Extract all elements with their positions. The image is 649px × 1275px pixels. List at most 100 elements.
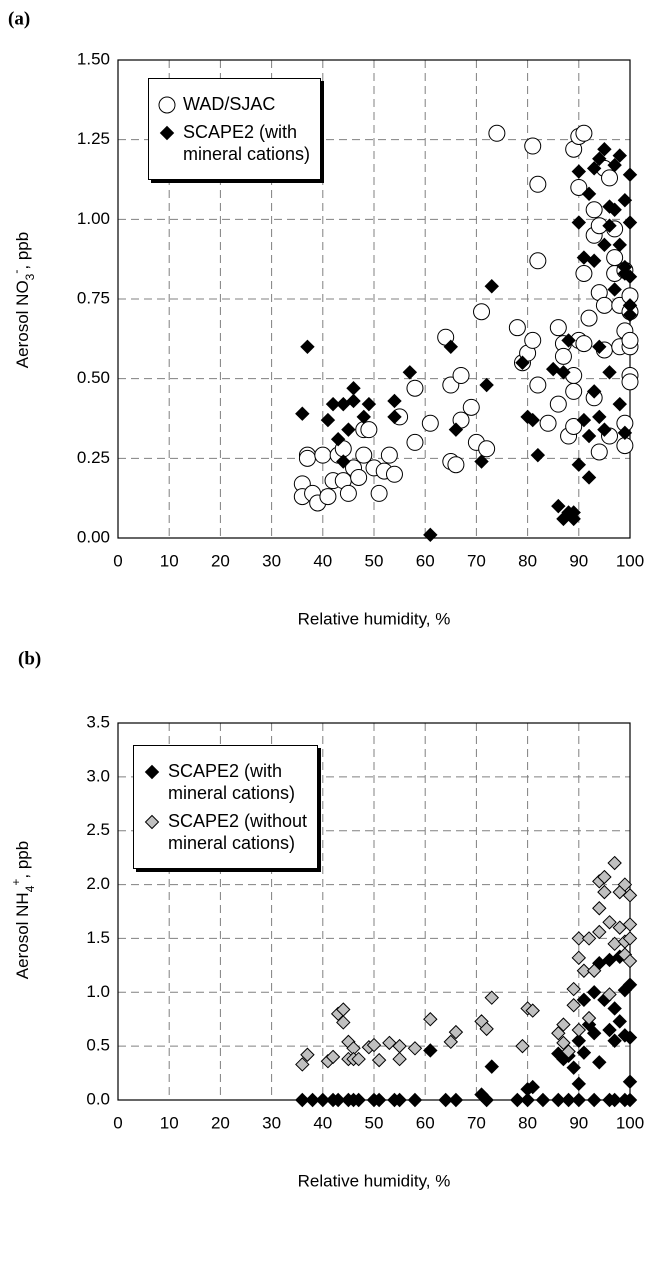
y-tick-label: 2.5 <box>86 820 110 839</box>
point <box>387 409 402 425</box>
point <box>549 395 567 413</box>
point <box>622 215 638 230</box>
point <box>561 333 576 348</box>
x-axis-label: Relative humidity, % <box>298 609 451 628</box>
point <box>580 309 598 327</box>
point <box>448 1024 464 1040</box>
point <box>592 901 607 916</box>
point <box>617 259 633 275</box>
legend-label: SCAPE2 (with mineral cations) <box>168 761 296 803</box>
y-tick-label: 1.00 <box>77 209 110 228</box>
point <box>586 161 602 176</box>
point <box>575 265 593 283</box>
point <box>571 950 587 966</box>
point <box>597 422 612 437</box>
legend-label: SCAPE2 (without mineral cations) <box>168 811 308 853</box>
point <box>556 1017 571 1032</box>
x-tick-label: 30 <box>262 551 281 570</box>
point <box>525 1079 540 1095</box>
y-tick-label: 0.50 <box>77 368 110 387</box>
point <box>371 1052 387 1068</box>
point <box>571 1022 587 1038</box>
point <box>535 1092 551 1108</box>
y-axis-label-part: 3 <box>23 273 37 280</box>
point <box>484 990 499 1005</box>
point <box>479 1021 494 1037</box>
point <box>607 855 622 871</box>
point <box>602 218 617 233</box>
point <box>443 339 459 355</box>
point <box>423 1012 438 1027</box>
point <box>325 1049 341 1065</box>
point <box>406 379 424 397</box>
panel-label: (a) <box>8 8 30 29</box>
legend-label: WAD/SJAC <box>183 94 276 114</box>
point <box>606 249 624 267</box>
point <box>597 884 612 900</box>
point <box>452 366 470 384</box>
point <box>423 527 438 543</box>
legend-symbol <box>144 814 160 830</box>
point <box>612 1014 627 1029</box>
point <box>366 1037 382 1053</box>
x-tick-label: 100 <box>616 1113 644 1132</box>
point <box>336 1015 351 1030</box>
point <box>508 319 526 337</box>
point <box>617 425 633 441</box>
y-tick-label: 0.75 <box>77 288 110 307</box>
point <box>515 355 530 370</box>
point <box>576 992 592 1008</box>
point <box>607 202 622 217</box>
point <box>407 1092 423 1108</box>
point <box>622 1074 638 1089</box>
x-tick-label: 60 <box>416 551 435 570</box>
x-tick-label: 10 <box>160 551 179 570</box>
point <box>350 468 368 486</box>
y-axis-label-part: , ppb <box>13 232 32 270</box>
point <box>361 396 377 412</box>
y-tick-label: 3.0 <box>86 766 110 785</box>
point <box>561 1044 576 1059</box>
point <box>571 1076 587 1092</box>
point <box>556 365 571 380</box>
point <box>617 193 633 208</box>
point <box>330 1092 346 1108</box>
point <box>585 201 603 219</box>
point <box>622 1092 638 1108</box>
point <box>423 1043 438 1058</box>
y-tick-label: 1.5 <box>86 928 110 947</box>
point <box>592 924 607 940</box>
point <box>576 1045 592 1060</box>
point <box>305 1092 320 1108</box>
point <box>319 488 337 506</box>
point <box>488 124 506 142</box>
point <box>529 376 547 394</box>
point <box>586 384 602 399</box>
point <box>597 237 612 253</box>
x-tick-label: 0 <box>113 1113 122 1132</box>
point <box>592 339 607 355</box>
point <box>566 981 581 997</box>
point <box>565 382 583 400</box>
legend-symbol <box>158 96 176 114</box>
x-tick-label: 10 <box>160 1113 179 1132</box>
point <box>551 498 566 514</box>
point <box>607 1033 622 1048</box>
y-axis-label-part: Aerosol NO <box>13 280 32 368</box>
legend-item: WAD/SJAC <box>157 93 310 115</box>
point <box>607 936 622 952</box>
point <box>402 365 418 380</box>
legend: SCAPE2 (with mineral cations) SCAPE2 (wit… <box>133 745 319 869</box>
point <box>474 454 489 469</box>
x-tick-label: 80 <box>518 1113 537 1132</box>
point <box>622 977 638 992</box>
point <box>387 393 402 409</box>
point <box>438 1092 453 1108</box>
y-tick-label: 0.5 <box>86 1036 110 1055</box>
point <box>592 1055 607 1070</box>
point <box>581 186 597 202</box>
point <box>380 446 398 464</box>
point <box>602 1022 617 1038</box>
point <box>392 1051 407 1067</box>
